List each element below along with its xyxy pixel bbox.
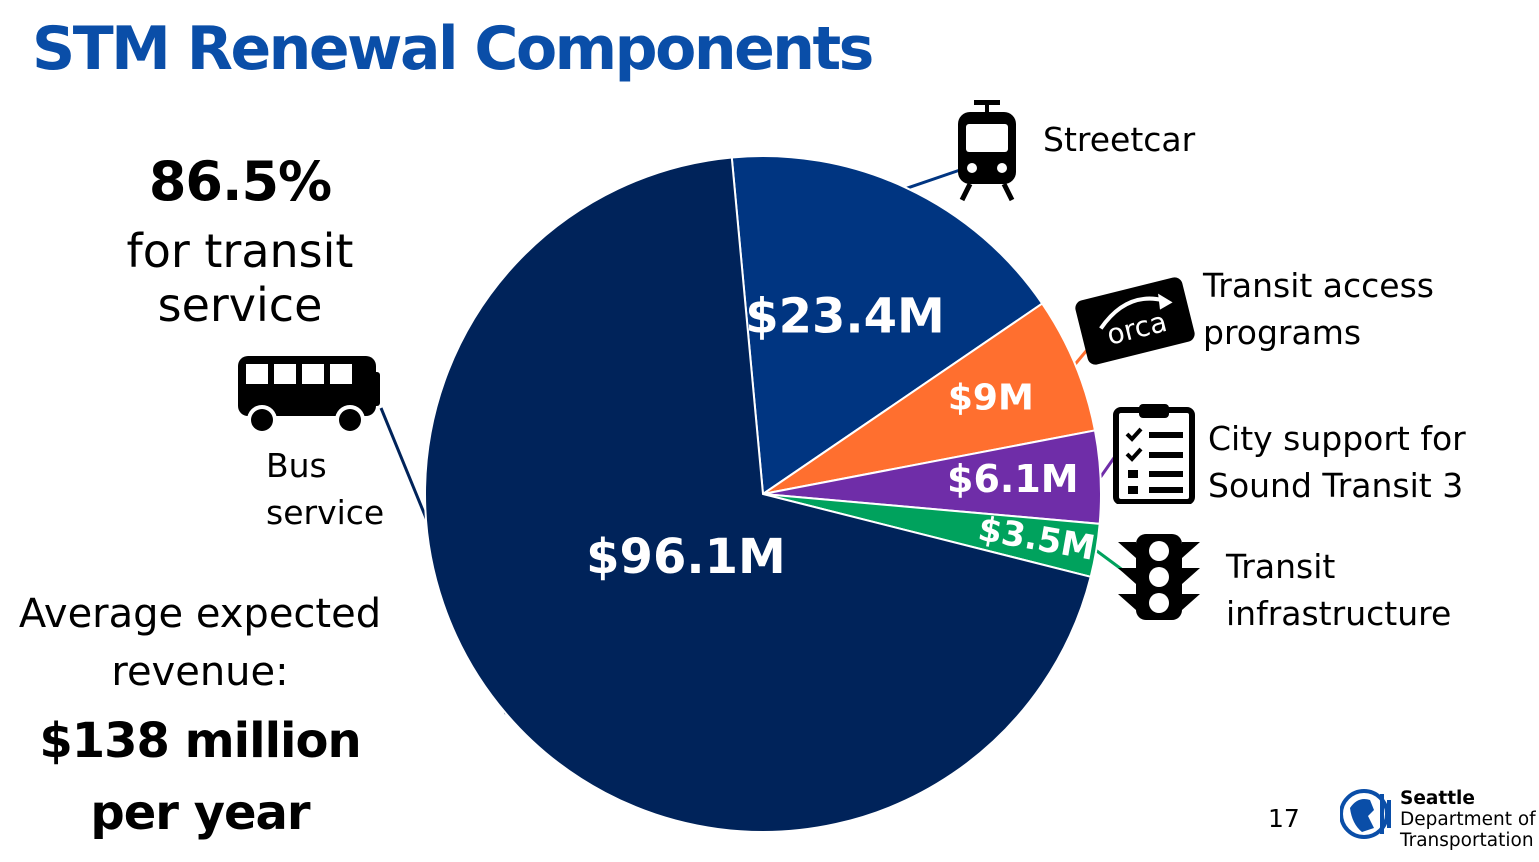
category-label-st3: City support for Sound Transit 3 — [1208, 419, 1466, 505]
traffic-light-icon — [1118, 534, 1200, 620]
slice-value-label-3: $6.1M — [947, 457, 1079, 501]
category-label-infrastructure: Transit infrastructure — [1226, 547, 1452, 633]
logo-name: Seattle — [1400, 788, 1475, 809]
streetcar-icon — [958, 100, 1016, 202]
pie-slice-2 — [762, 302, 1097, 495]
category-label-bus: Bus service — [266, 446, 385, 532]
slice-value-label-2: $9M — [948, 377, 1034, 418]
clipboard-checklist-icon — [1113, 404, 1195, 504]
leader-line-1 — [906, 168, 961, 190]
transit-percent: 86.5% — [148, 150, 332, 213]
pie-slice-1 — [730, 155, 1044, 496]
logo-text: Seattle Department of Transportation — [1400, 788, 1539, 851]
page-number: 17 — [1268, 804, 1300, 833]
revenue-value: $138 million per year — [39, 713, 361, 841]
pie-slice-0 — [424, 156, 1092, 833]
bus-icon — [238, 356, 380, 435]
logo-department: Department of Transportation — [1400, 809, 1536, 851]
seattle-logo-icon — [1340, 789, 1391, 839]
revenue-label: Average expected revenue: — [18, 591, 382, 695]
category-label-access: Transit access programs — [1203, 266, 1434, 352]
page-title: STM Renewal Components — [32, 14, 874, 84]
orca-card-icon: orca — [1075, 277, 1195, 365]
slice-value-label-1: $23.4M — [745, 289, 945, 345]
transit-percent-label: for transit service — [126, 224, 354, 332]
category-label-streetcar: Streetcar — [1043, 120, 1196, 159]
slice-value-label-0: $96.1M — [586, 529, 786, 585]
